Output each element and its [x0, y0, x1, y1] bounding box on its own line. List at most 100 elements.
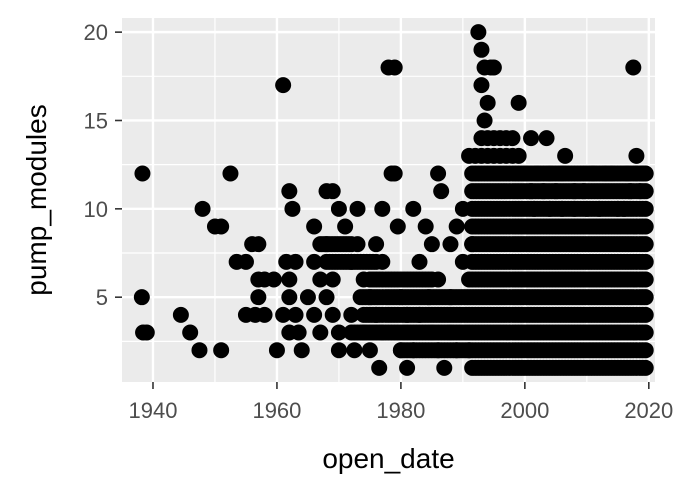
data-point	[423, 324, 440, 341]
data-point	[464, 236, 481, 253]
data-point	[510, 94, 527, 111]
data-point	[411, 253, 428, 270]
data-point	[191, 342, 208, 359]
y-axis-title: pump_modules	[21, 104, 52, 295]
data-point	[448, 218, 465, 235]
data-point	[306, 306, 323, 323]
data-point	[637, 359, 654, 376]
data-point	[454, 253, 471, 270]
data-point	[250, 289, 267, 306]
data-point	[306, 218, 323, 235]
data-point	[628, 147, 645, 164]
data-point	[430, 271, 447, 288]
data-point	[318, 289, 335, 306]
data-point	[349, 236, 366, 253]
data-point	[535, 183, 552, 200]
data-point	[526, 200, 543, 217]
data-point	[516, 165, 533, 182]
data-point	[637, 271, 654, 288]
data-point	[275, 77, 292, 94]
data-point	[133, 289, 150, 306]
data-point	[529, 165, 546, 182]
data-point	[423, 236, 440, 253]
data-point	[265, 271, 282, 288]
data-point	[637, 289, 654, 306]
data-point	[250, 236, 267, 253]
data-point	[134, 165, 151, 182]
data-point	[637, 253, 654, 270]
data-point	[281, 183, 298, 200]
data-point	[343, 306, 360, 323]
data-point	[504, 130, 521, 147]
data-point	[368, 306, 385, 323]
data-point	[637, 342, 654, 359]
data-point	[386, 165, 403, 182]
data-point	[578, 200, 595, 217]
x-axis: 1940 1960 1980 2000 2020	[129, 382, 673, 423]
data-point	[324, 306, 341, 323]
y-tick-label: 10	[84, 197, 108, 222]
data-point	[392, 342, 409, 359]
data-point	[361, 289, 378, 306]
data-point	[417, 218, 434, 235]
data-point	[637, 218, 654, 235]
x-tick-label: 1980	[376, 398, 425, 423]
data-point	[619, 165, 636, 182]
data-point	[371, 359, 388, 376]
data-point	[306, 253, 323, 270]
data-point	[355, 271, 372, 288]
data-point	[430, 165, 447, 182]
data-point	[374, 253, 391, 270]
data-point	[250, 271, 267, 288]
data-point	[194, 200, 211, 217]
data-point	[324, 271, 341, 288]
data-point	[355, 324, 372, 341]
data-point	[485, 59, 502, 76]
data-point	[523, 130, 540, 147]
data-point	[436, 359, 453, 376]
data-point	[461, 324, 478, 341]
data-point	[299, 289, 316, 306]
data-point	[461, 342, 478, 359]
data-point	[281, 289, 298, 306]
data-point	[575, 183, 592, 200]
data-point	[473, 77, 490, 94]
data-point	[346, 342, 363, 359]
data-point	[461, 271, 478, 288]
data-point	[312, 271, 329, 288]
data-point	[616, 200, 633, 217]
data-point	[538, 130, 555, 147]
y-axis: 5 10 15 20	[84, 20, 122, 310]
data-point	[523, 183, 540, 200]
data-point	[461, 289, 478, 306]
data-point	[554, 165, 571, 182]
data-point	[361, 342, 378, 359]
data-point	[637, 324, 654, 341]
data-point	[182, 324, 199, 341]
data-points	[133, 24, 654, 376]
data-point	[541, 200, 558, 217]
data-point	[557, 147, 574, 164]
data-point	[430, 342, 447, 359]
data-point	[405, 342, 422, 359]
data-point	[585, 165, 602, 182]
data-point	[330, 200, 347, 217]
data-point	[448, 342, 465, 359]
x-tick-label: 1960	[252, 398, 301, 423]
data-point	[399, 306, 416, 323]
data-point	[275, 306, 292, 323]
data-point	[399, 359, 416, 376]
data-point	[389, 218, 406, 235]
data-point	[256, 306, 273, 323]
data-point	[433, 183, 450, 200]
data-point	[637, 200, 654, 217]
data-point	[420, 289, 437, 306]
data-point	[634, 165, 651, 182]
data-point	[566, 200, 583, 217]
data-point	[461, 306, 478, 323]
data-point	[278, 253, 295, 270]
y-tick-label: 5	[96, 285, 108, 310]
data-point	[625, 59, 642, 76]
x-tick-label: 1940	[129, 398, 178, 423]
